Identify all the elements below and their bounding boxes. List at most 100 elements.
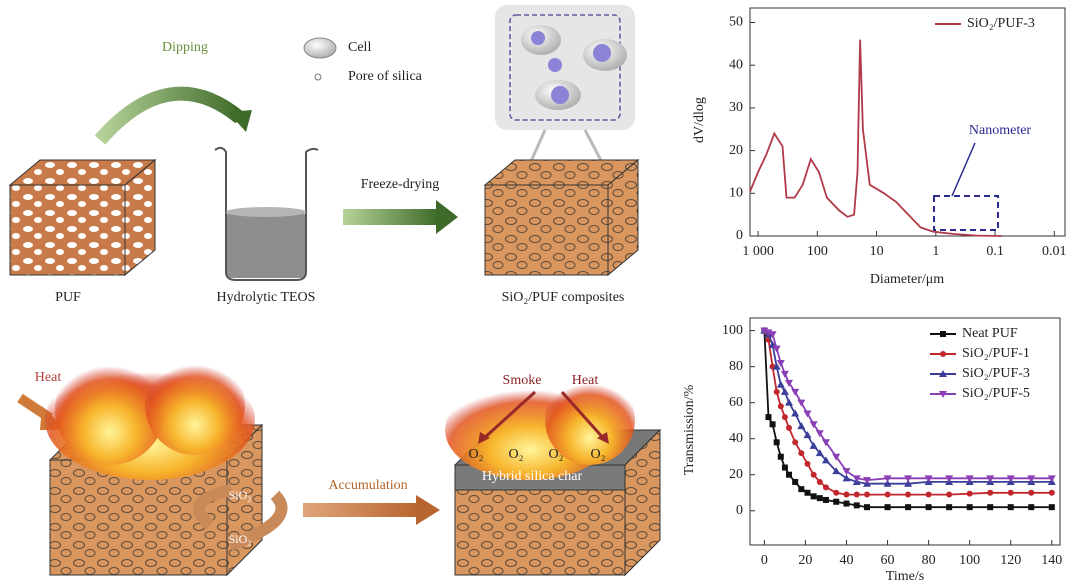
y-tick-label: 60 [729, 395, 743, 410]
marker [804, 489, 811, 496]
x-tick-label: 40 [839, 553, 853, 568]
marker [786, 424, 793, 431]
marker [777, 403, 784, 410]
x-tick-label: 100 [959, 553, 980, 568]
marker [946, 504, 953, 511]
composite-cube [483, 158, 640, 277]
marker [821, 456, 830, 464]
marker [904, 479, 913, 487]
marker [843, 500, 850, 507]
marker [791, 409, 800, 417]
marker [966, 504, 973, 511]
marker [1048, 504, 1055, 511]
marker [883, 475, 892, 483]
marker [966, 490, 973, 497]
marker [786, 471, 793, 478]
marker [925, 504, 932, 511]
x-axis-title: Time/s [886, 569, 924, 584]
marker [822, 484, 829, 491]
marker [842, 468, 851, 476]
marker [785, 398, 794, 406]
marker [791, 388, 800, 396]
x-tick-label: 0.01 [1042, 244, 1067, 259]
x-tick-label: 60 [881, 553, 895, 568]
marker [884, 491, 891, 498]
marker [815, 430, 824, 438]
marker [884, 504, 891, 511]
marker [1048, 489, 1055, 496]
marker [780, 370, 789, 378]
marker [1028, 489, 1035, 496]
y-tick-label: 0 [736, 228, 743, 243]
label-freeze-drying: Freeze-drying [361, 177, 440, 192]
label-o2: O₂ [549, 447, 564, 462]
marker [815, 449, 824, 457]
x-tick-label: 20 [798, 553, 812, 568]
marker [924, 475, 933, 483]
marker [777, 453, 784, 460]
marker [816, 478, 823, 485]
marker [772, 362, 781, 370]
x-tick-label: 100 [807, 244, 828, 259]
marker [810, 493, 817, 500]
beaker [214, 146, 319, 281]
label-accumulation: Accumulation [328, 478, 407, 493]
marker [797, 422, 806, 430]
x-tick-label: 80 [922, 553, 936, 568]
marker [987, 489, 994, 496]
y-axis-title: dV/dlog [692, 97, 707, 143]
marker [843, 491, 850, 498]
y-tick-label: 50 [729, 15, 743, 30]
label-teos: Hydrolytic TEOS [217, 290, 316, 305]
y-tick-label: 20 [729, 467, 743, 482]
marker [925, 491, 932, 498]
x-tick-label: 1 [932, 244, 939, 259]
marker [940, 351, 946, 357]
marker [986, 475, 995, 483]
marker [765, 414, 772, 421]
marker [810, 471, 817, 478]
marker [987, 504, 994, 511]
x-tick-label: 0.1 [986, 244, 1004, 259]
freeze-arrow [343, 200, 458, 234]
marker [939, 391, 947, 398]
marker [760, 327, 769, 335]
legend-label: Neat PUF [962, 326, 1018, 341]
marker [965, 475, 974, 483]
label-smoke: Smoke [503, 373, 542, 388]
marker [905, 504, 912, 511]
marker [832, 467, 841, 475]
marker [792, 439, 799, 446]
dipping-arrowhead [228, 110, 252, 132]
x-tick-label: 10 [870, 244, 884, 259]
marker [769, 421, 776, 428]
marker [780, 387, 789, 395]
cell-icon [303, 37, 337, 59]
x-axis-title: Diameter/μm [870, 272, 944, 287]
plot-frame [749, 317, 1061, 546]
marker [797, 399, 806, 407]
legend-label: SiO₂/PUF-5 [962, 386, 1030, 401]
legend-label: SiO₂/PUF-3 [962, 366, 1030, 381]
marker [776, 360, 785, 368]
y-tick-label: 20 [729, 143, 743, 158]
y-tick-label: 30 [729, 100, 743, 115]
marker [798, 486, 805, 493]
pore-icon [314, 73, 322, 81]
marker [853, 491, 860, 498]
marker [864, 491, 871, 498]
marker [768, 331, 777, 339]
marker [773, 388, 780, 395]
marker [864, 504, 871, 511]
marker [883, 479, 892, 487]
marker [821, 439, 830, 447]
marker [1006, 475, 1015, 483]
marker [798, 450, 805, 457]
accumulation-arrow [303, 495, 440, 525]
dipping-arrow [94, 86, 245, 145]
marker [945, 475, 954, 483]
marker [803, 431, 812, 439]
label-pore: Pore of silica [348, 69, 423, 84]
legend-label: SiO₂/PUF-3 [967, 16, 1035, 31]
